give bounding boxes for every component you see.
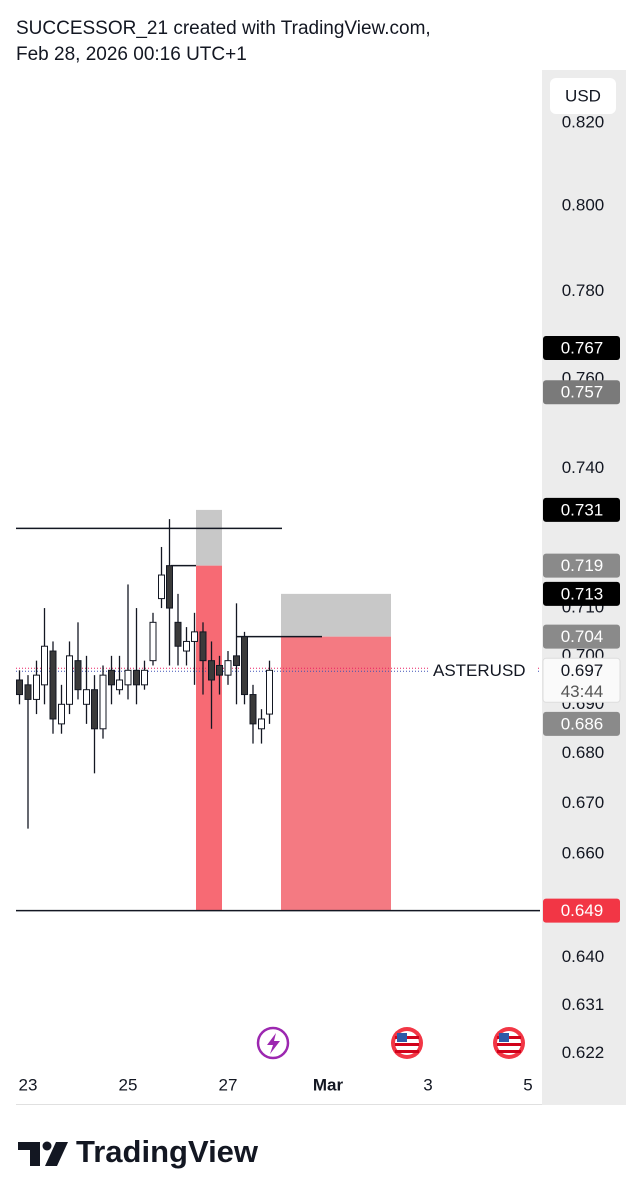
candle-body bbox=[58, 703, 65, 725]
y-tick-label: 0.622 bbox=[562, 1043, 605, 1062]
price-badge bbox=[543, 497, 620, 522]
candle-body bbox=[249, 694, 257, 725]
price-badge-label: 0.731 bbox=[561, 500, 604, 519]
y-tick-label: 0.670 bbox=[562, 793, 605, 812]
price-badge bbox=[543, 336, 620, 361]
event-icon-us-flag[interactable] bbox=[493, 1027, 525, 1059]
candle-body bbox=[208, 660, 215, 681]
currency-button[interactable] bbox=[550, 78, 616, 114]
countdown-label: 43:44 bbox=[561, 682, 604, 701]
y-tick-label: 0.640 bbox=[562, 947, 605, 966]
position-profit-zone bbox=[281, 636, 391, 911]
brand-logo bbox=[18, 1141, 68, 1166]
header-subtitle: Feb 28, 2026 00:16 UTC+1 bbox=[16, 44, 247, 65]
price-badge-label: 0.713 bbox=[561, 584, 604, 603]
price-badge bbox=[543, 711, 620, 736]
price-badge-label: 0.767 bbox=[561, 338, 604, 357]
candle-body bbox=[116, 679, 123, 691]
price-badge bbox=[543, 898, 620, 923]
price-badge bbox=[543, 553, 620, 578]
x-tick-label: 23 bbox=[19, 1075, 38, 1094]
symbol-tag-bg bbox=[428, 658, 538, 683]
header-title: SUCCESSOR_21 created with TradingView.co… bbox=[16, 18, 431, 39]
candle-body bbox=[16, 679, 23, 696]
candle-body bbox=[199, 631, 207, 662]
candle-body bbox=[33, 674, 40, 700]
x-tick-label: 5 bbox=[523, 1075, 532, 1094]
price-badge-label: 0.649 bbox=[561, 901, 604, 920]
candle-body bbox=[24, 684, 32, 700]
last-price-label: 0.697 bbox=[561, 661, 604, 680]
position-risk-zone bbox=[196, 509, 222, 566]
price-badge-label: 0.719 bbox=[561, 556, 604, 575]
candle-body bbox=[241, 636, 248, 696]
candle-body bbox=[233, 655, 240, 666]
event-icon-lightning[interactable] bbox=[256, 1026, 290, 1060]
time-axis-border bbox=[16, 1104, 542, 1105]
price-badge-label: 0.686 bbox=[561, 714, 604, 733]
candle-body bbox=[183, 640, 190, 652]
candle-body bbox=[258, 718, 265, 730]
price-badge-label: 0.704 bbox=[561, 627, 604, 646]
candle-body bbox=[108, 669, 115, 686]
candle-body bbox=[124, 669, 132, 686]
y-tick-label: 0.660 bbox=[562, 843, 605, 862]
candle-body bbox=[149, 621, 157, 662]
currency-label: USD bbox=[565, 86, 601, 105]
y-tick-label: 0.680 bbox=[562, 743, 605, 762]
candle-body bbox=[41, 645, 48, 686]
candle-body bbox=[141, 669, 148, 686]
candle-body bbox=[91, 689, 98, 730]
plot-area: ASTERUSD bbox=[16, 509, 540, 912]
event-icon-us-flag[interactable] bbox=[391, 1027, 423, 1059]
position-profit-zone bbox=[196, 565, 222, 911]
candle-body bbox=[266, 669, 273, 715]
y-tick-label: 0.800 bbox=[562, 196, 605, 215]
candle-body bbox=[224, 660, 232, 676]
candle-body bbox=[166, 565, 173, 609]
candle-body bbox=[74, 660, 82, 691]
x-tick-label: 3 bbox=[423, 1075, 432, 1094]
price-badge bbox=[543, 380, 620, 405]
last-price-badge bbox=[542, 657, 621, 703]
price-badge-label: 0.757 bbox=[561, 383, 604, 402]
x-tick-label: Mar bbox=[313, 1075, 344, 1094]
price-badge bbox=[543, 624, 620, 649]
y-tick-label: 0.780 bbox=[562, 281, 605, 300]
brand-name: TradingView bbox=[76, 1134, 259, 1169]
price-axis: 0.8200.8000.7800.7600.7400.7100.7000.690… bbox=[542, 112, 621, 1062]
x-tick-label: 27 bbox=[219, 1075, 238, 1094]
y-tick-label: 0.631 bbox=[562, 995, 605, 1014]
y-tick-label: 0.740 bbox=[562, 458, 605, 477]
candle-body bbox=[174, 621, 182, 647]
candle-body bbox=[83, 689, 90, 705]
candle-body bbox=[191, 631, 198, 642]
position-risk-zone bbox=[281, 593, 391, 637]
candle-body bbox=[158, 574, 165, 600]
price-badge bbox=[543, 581, 620, 606]
x-tick-label: 25 bbox=[119, 1075, 138, 1094]
symbol-tag: ASTERUSD bbox=[433, 661, 526, 680]
candle-body bbox=[66, 655, 73, 705]
y-tick-label: 0.820 bbox=[562, 112, 605, 131]
candle-body bbox=[49, 650, 57, 720]
candle-body bbox=[99, 674, 107, 730]
candle-body bbox=[133, 669, 140, 686]
candle-body bbox=[216, 664, 223, 676]
